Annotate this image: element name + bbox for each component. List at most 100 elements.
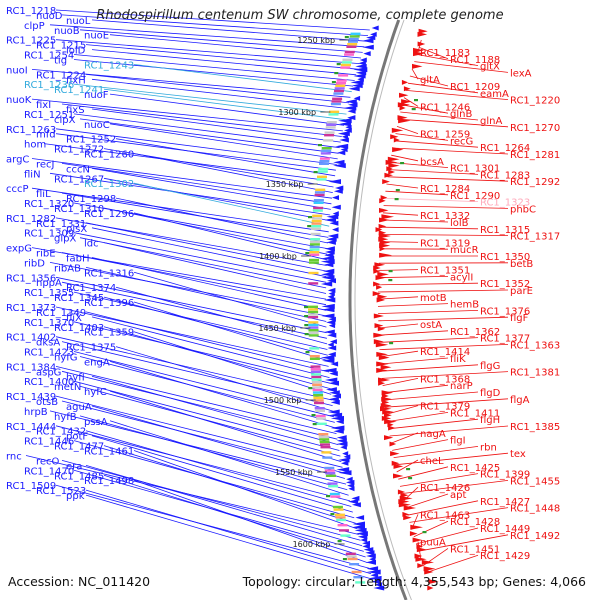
right-connector [378,310,479,314]
reverse-gene-arrow [375,275,387,281]
feature-mark [334,72,339,75]
cog-block [315,188,326,191]
cog-block [351,570,362,574]
feature-mark [313,171,318,174]
left-gene-label: RC1_1260 [84,150,134,161]
forward-gene-arrow [336,467,350,473]
forward-gene-arrow [371,579,381,585]
reverse-gene-arrow [417,31,428,37]
right-connector [386,183,419,189]
left-connector [133,271,327,328]
cog-block [336,518,347,522]
forward-gene-arrow [345,124,352,130]
right-gene-label: RC1_1492 [510,531,560,542]
reverse-gene-arrow [413,47,425,53]
reverse-gene-arrow [390,451,400,457]
cog-block [309,245,320,249]
cog-block [319,157,330,160]
left-connector [103,296,328,356]
forward-gene-arrow [362,540,370,546]
forward-gene-arrow [322,358,335,364]
cog-block [310,238,321,241]
cog-block [315,414,326,418]
reverse-gene-arrow [409,531,418,537]
cog-block [309,355,320,358]
forward-gene-arrow [370,572,379,578]
right-gene-label: RC1_1399 [480,470,530,481]
right-connector [389,425,509,437]
forward-gene-arrow [330,399,340,405]
cog-block [323,139,334,142]
right-gene-label: RC1_1315 [480,225,530,236]
cog-block [341,61,352,64]
left-gene-label: RC1_1302 [84,179,134,190]
left-gene-label: RC1_1243 [84,60,134,71]
left-gene-label: RC1_1267 [54,174,104,185]
cog-block [312,391,323,394]
cog-block [350,32,361,35]
right-gene-label: cheL [420,456,444,467]
reverse-gene-arrow [381,214,394,220]
reverse-gene-arrow [428,579,439,585]
left-gene-label: RC1_1359 [84,328,134,339]
right-gene-label: RC1_1385 [510,422,560,433]
left-connector [91,168,331,210]
left-gene-label: RC1_1320 [24,199,74,210]
forward-gene-arrow [324,297,336,303]
forward-gene-arrow [330,425,345,431]
left-gene-label: ribE [36,249,56,260]
forward-gene-arrow [342,134,348,140]
cog-block [341,63,351,67]
feature-mark [318,144,322,147]
feature-mark [311,414,316,417]
forward-gene-arrow [358,60,366,66]
forward-gene-arrow [353,67,368,73]
left-connector [109,34,362,59]
left-connector [31,158,333,199]
cog-block [308,271,319,275]
feature-mark [388,270,393,273]
forward-gene-arrow [342,451,349,457]
cog-block [313,394,324,397]
cog-block [315,409,325,412]
cog-block [325,126,336,129]
feature-mark [394,198,399,201]
left-gene-label: glpX [54,234,76,245]
left-gene-label: nuoD [36,11,63,22]
feature-mark [307,225,312,228]
right-connector [392,147,509,155]
forward-gene-arrow [326,239,336,245]
cog-block [312,383,323,386]
left-gene-label: RC1_1374 [66,283,116,294]
reverse-gene-arrow [379,252,392,258]
left-connector [133,182,330,227]
reverse-gene-arrow [379,239,391,245]
left-connector [85,494,374,580]
forward-gene-arrow [348,486,355,492]
cog-block [325,472,336,475]
label-connectors [25,9,509,580]
right-gene-label: gltA [420,75,440,86]
right-gene-label: RC1_1427 [480,497,530,508]
left-gene-label: RC1_1403 [54,323,104,334]
left-connector [79,29,363,53]
reverse-gene-arrow [393,463,404,469]
left-gene-label: RC1_1215 [36,41,86,52]
left-connector [91,257,327,311]
forward-gene-arrow [338,118,352,124]
right-gene-label: RC1_1264 [480,143,530,154]
cog-block [309,243,320,246]
feature-mark [388,279,393,282]
right-gene-label: flgH [480,415,500,426]
scale-label: 1550 kbp [275,468,313,477]
forward-gene-arrow [339,137,349,143]
cog-block [308,326,319,329]
reverse-gene-arrow [373,268,381,274]
forward-gene-arrow [351,83,363,89]
left-gene-label: clpP [24,21,45,32]
reverse-gene-arrow [417,41,426,47]
feature-mark [305,252,310,255]
right-gene-label: lolB [450,218,469,229]
reverse-gene-arrow [379,243,391,249]
right-connector [389,162,449,168]
